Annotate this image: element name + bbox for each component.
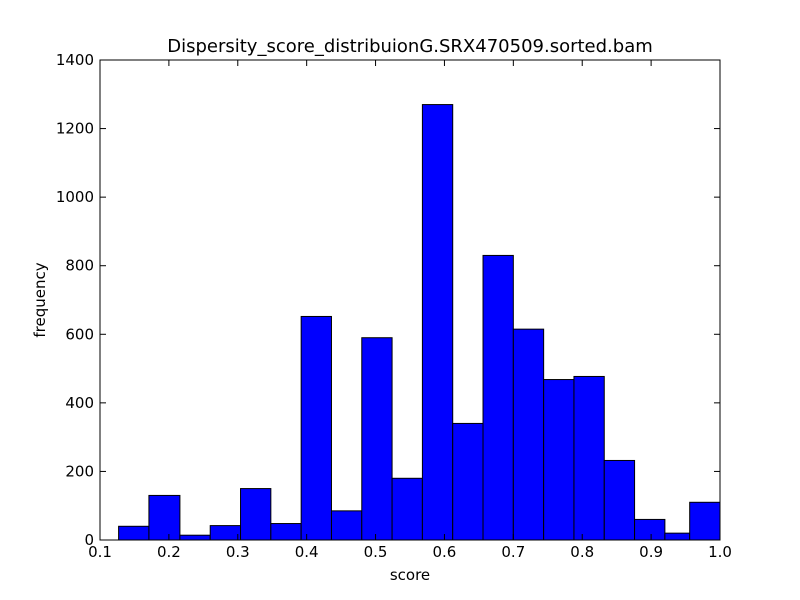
histogram-bar-15	[573, 375, 605, 541]
y-tick-label-2: 400	[65, 394, 94, 412]
histogram-bar-8	[361, 337, 393, 541]
y-tick-label-6: 1200	[56, 120, 94, 138]
y-tick-label-3: 600	[65, 325, 94, 343]
x-tick-label-8: 0.9	[639, 543, 663, 561]
histogram-bar-4	[240, 488, 272, 541]
y-tick-label-7: 1400	[56, 51, 94, 69]
histogram-bar-2	[179, 534, 211, 541]
ticks-group: 0.1 0.2 0.3 0.4 0.5 0.6 0.7 0.8 0.9 1.0 0 200 400 600…	[56, 51, 732, 561]
histogram-bar-14	[543, 379, 575, 541]
histogram-bar-18	[664, 532, 691, 541]
x-tick-label-1: 0.2	[157, 543, 181, 561]
histogram-bar-17	[634, 518, 666, 541]
x-tick-label-2: 0.3	[226, 543, 250, 561]
chart-title: Dispersity_score_distribuionG.SRX470509.…	[167, 36, 653, 57]
histogram-bar-3	[209, 525, 242, 541]
x-tick-label-7: 0.8	[570, 543, 594, 561]
histogram-bar-12	[482, 254, 514, 541]
x-tick-label-9: 1.0	[708, 543, 732, 561]
y-tick-label-1: 200	[65, 462, 94, 480]
x-tick-label-5: 0.6	[433, 543, 457, 561]
histogram-bar-10	[421, 104, 454, 541]
x-axis-title: score	[390, 566, 430, 584]
x-tick-label-6: 0.7	[501, 543, 525, 561]
x-tick-label-0: 0.1	[88, 543, 112, 561]
histogram-bar-13	[512, 328, 545, 541]
histogram-bar-5	[270, 523, 302, 541]
histogram-bar-11	[452, 422, 484, 541]
bars-group	[118, 104, 721, 541]
histogram-bar-16	[603, 459, 636, 541]
y-tick-label-4: 800	[65, 257, 94, 275]
histogram-bar-1	[148, 494, 181, 541]
histogram-bar-9	[391, 477, 423, 541]
x-tick-label-3: 0.4	[295, 543, 319, 561]
histogram-bar-0	[118, 525, 150, 541]
y-tick-label-5: 1000	[56, 188, 94, 206]
y-tick-label-0: 0	[84, 531, 94, 549]
histogram-bar-19	[689, 501, 721, 541]
x-tick-label-4: 0.5	[364, 543, 388, 561]
plot-frame	[99, 59, 721, 541]
histogram-bar-7	[330, 510, 363, 541]
y-axis-title: frequency	[31, 262, 49, 337]
histogram-bar-6	[300, 315, 332, 541]
